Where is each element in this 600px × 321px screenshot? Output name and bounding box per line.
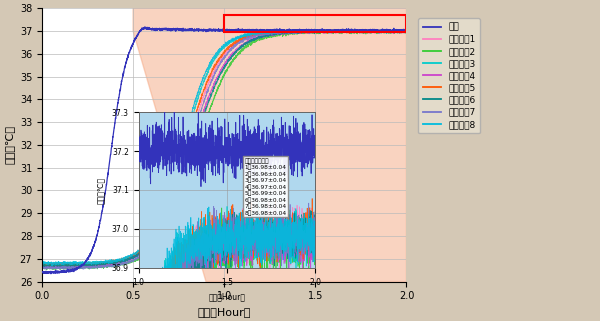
X-axis label: 時間（Hour）: 時間（Hour） [197, 307, 251, 317]
Bar [224, 15, 406, 32]
Y-axis label: 温度（℃）: 温度（℃） [4, 126, 14, 164]
Legend: 水槽, ベッセル1, ベッセル2, ベッセル3, ベッセル4, ベッセル5, ベッセル6, ベッセル7, ベッセル8: 水槽, ベッセル1, ベッセル2, ベッセル3, ベッセル4, ベッセル5, ベ… [418, 18, 480, 134]
Polygon shape [133, 8, 406, 282]
